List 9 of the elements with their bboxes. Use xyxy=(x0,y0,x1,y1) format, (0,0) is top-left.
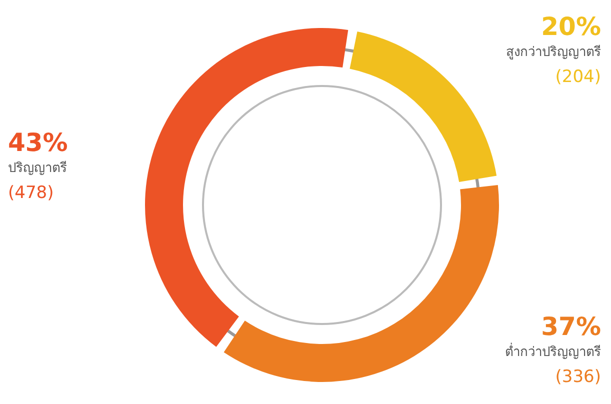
data-label: 43% xyxy=(8,128,69,158)
text: (478) xyxy=(8,182,55,205)
slice-label: สูงกว่าปริญญาตรี xyxy=(505,44,601,62)
text: (204) xyxy=(554,66,601,89)
text: (336) xyxy=(554,366,601,389)
slice-label: ต่ำกว่าปริญญาตรี xyxy=(504,342,601,362)
slice-label: ปริญญาตรี xyxy=(8,160,68,178)
data-label: 37% xyxy=(540,312,601,342)
data-label: 20% xyxy=(540,12,601,42)
